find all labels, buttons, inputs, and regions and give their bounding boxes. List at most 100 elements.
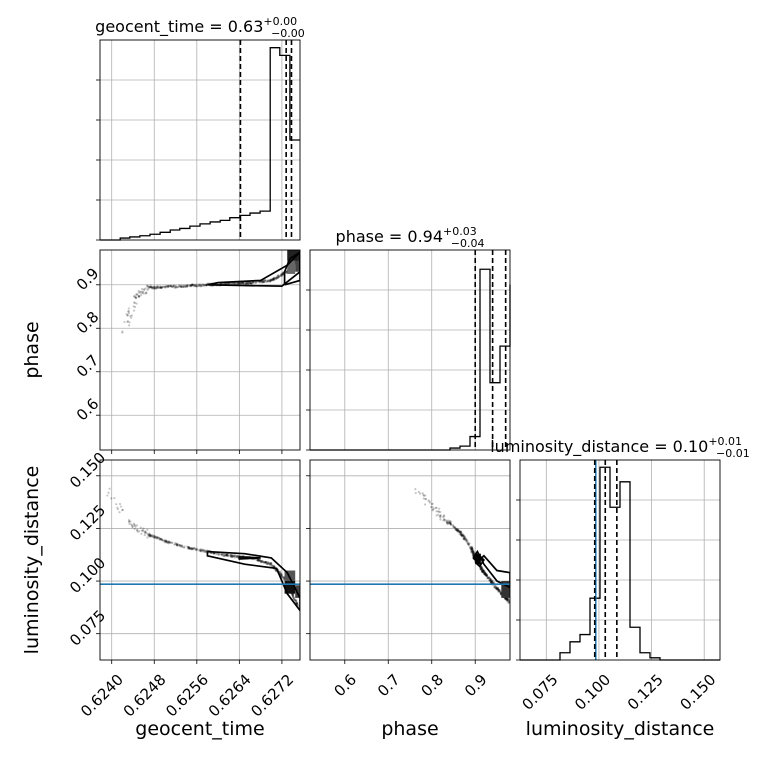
sample-point (149, 286, 152, 289)
sample-point (163, 541, 167, 544)
sample-point (268, 563, 271, 566)
sample-point (480, 566, 483, 570)
sample-point (172, 284, 175, 287)
sample-point (170, 541, 173, 544)
sample-point (192, 546, 195, 550)
contour-contour_level2 (238, 555, 261, 560)
sample-point (462, 537, 465, 540)
sample-point (280, 273, 283, 277)
x-tick-label-phase: 0.9 (461, 671, 491, 701)
sample-point (187, 546, 191, 550)
sample-point (185, 284, 188, 287)
sample-point (280, 575, 283, 578)
sample-point (159, 285, 162, 288)
sample-point (199, 283, 202, 286)
sample-point (483, 573, 487, 576)
sample-point (252, 281, 255, 284)
sample-point (469, 547, 472, 550)
sample-point (246, 281, 249, 284)
sample-point (456, 529, 459, 533)
sample-point (136, 530, 139, 533)
sample-point (187, 546, 190, 549)
sample-point (188, 284, 192, 287)
sample-point (179, 285, 182, 288)
sample-point (295, 601, 298, 605)
sample-point (256, 559, 259, 562)
sample-point (281, 272, 284, 275)
sample-point (498, 588, 501, 592)
histogram-luminosity_distance (520, 466, 720, 661)
sample-point (480, 569, 484, 572)
sample-point (489, 579, 492, 582)
x-tick-label-phase: 0.6 (330, 671, 360, 701)
sample-point (128, 324, 131, 327)
scatter-panel-luminosity_distance-vs-geocent_time (96, 459, 301, 664)
sample-point (493, 585, 496, 588)
sample-point (163, 539, 166, 542)
sample-point (175, 286, 178, 289)
sample-point (496, 588, 499, 591)
sample-point (135, 292, 138, 296)
sample-point (479, 566, 483, 569)
sample-point (463, 536, 466, 539)
panel-content (106, 487, 300, 612)
sample-point (281, 273, 284, 276)
sample-point (272, 565, 275, 568)
sample-point (133, 301, 137, 304)
sample-point (496, 587, 499, 590)
sample-point (458, 532, 461, 535)
sample-point (490, 580, 493, 584)
sample-point (152, 287, 155, 290)
sample-point (202, 549, 205, 552)
sample-point (194, 284, 197, 287)
sample-point (165, 284, 168, 288)
sample-point (153, 535, 156, 538)
sample-point (142, 527, 145, 530)
sample-point (118, 502, 122, 506)
sample-point (137, 289, 140, 293)
panel-content (121, 250, 300, 334)
sample-point (486, 576, 489, 580)
sample-point (470, 547, 473, 551)
sample-point (194, 547, 197, 550)
sample-point (164, 286, 167, 289)
sample-point (229, 553, 233, 557)
sample-point (449, 522, 453, 526)
sample-point (471, 547, 474, 550)
sample-point (239, 282, 242, 285)
sample-point (225, 553, 229, 556)
sample-point (272, 277, 276, 280)
sample-point (275, 276, 278, 279)
sample-point (505, 599, 509, 602)
hist-title-phase: phase = 0.94+0.03 −0.04 (336, 225, 485, 250)
sample-point (190, 547, 194, 551)
sample-point (274, 277, 277, 280)
sample-point (282, 576, 285, 579)
sample-point (480, 568, 483, 571)
sample-point (480, 567, 483, 571)
sample-point (505, 597, 508, 600)
y-tick-label-phase: 0.6 (73, 395, 103, 425)
sample-point (231, 555, 234, 558)
sample-point (494, 587, 498, 590)
sample-point (231, 555, 234, 558)
sample-point (485, 573, 488, 576)
sample-point (292, 598, 295, 601)
sample-point (460, 534, 464, 538)
sample-point (498, 589, 501, 592)
sample-point (230, 555, 233, 558)
sample-point (271, 278, 275, 281)
sample-point (455, 528, 458, 532)
x-tick-label-geocent_time: 0.6248 (120, 671, 170, 721)
sample-point (437, 510, 441, 513)
sample-point (505, 597, 509, 600)
sample-point (280, 273, 283, 276)
sample-point (497, 589, 500, 592)
sample-point (191, 283, 194, 286)
sample-point (144, 530, 147, 533)
y-tick-label-luminosity_distance: 0.100 (66, 554, 109, 597)
sample-point (187, 545, 190, 549)
sample-point (483, 571, 486, 574)
sample-point (461, 534, 465, 537)
